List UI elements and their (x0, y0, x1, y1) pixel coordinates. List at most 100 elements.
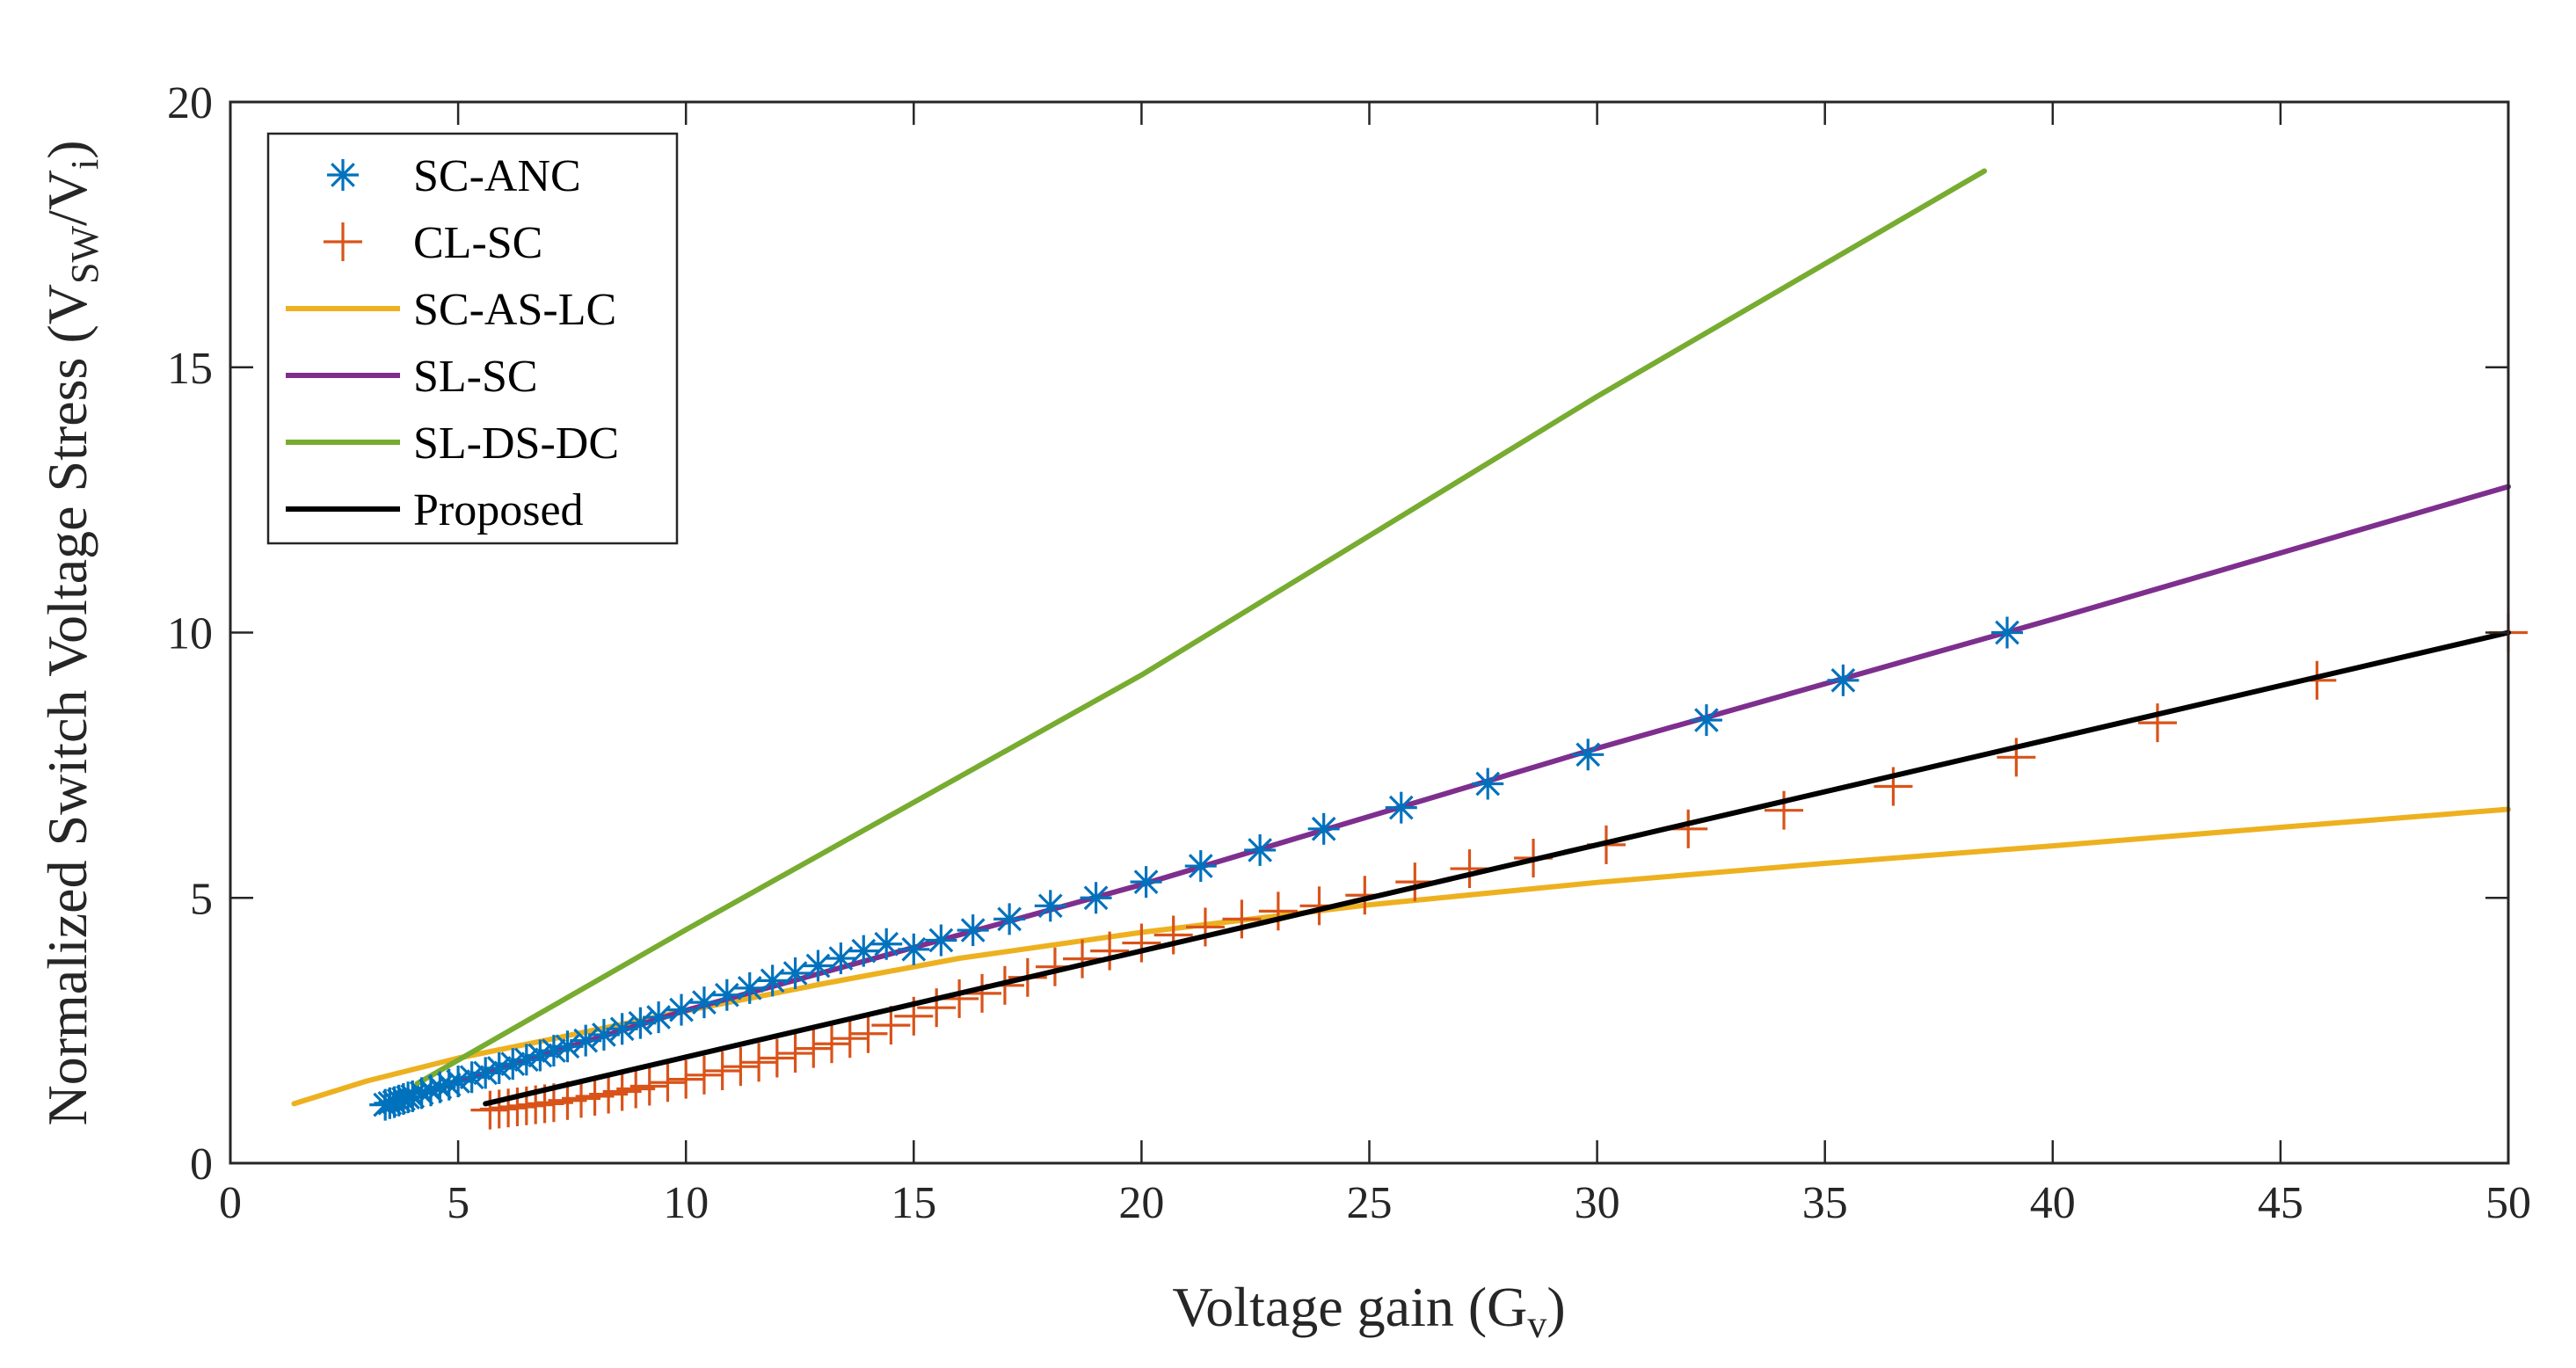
y-tick-label: 15 (167, 344, 213, 394)
data-point (666, 993, 698, 1026)
data-point (1827, 664, 1859, 696)
x-tick-label: 10 (663, 1178, 709, 1228)
data-point (684, 1055, 724, 1095)
series-sc-as-lc (291, 806, 2511, 1107)
x-tick-label: 5 (447, 1178, 469, 1228)
data-point (2137, 703, 2177, 743)
data-point (1997, 738, 2036, 777)
data-point (898, 933, 930, 965)
data-point (1080, 882, 1112, 914)
legend-swatch (324, 222, 362, 261)
data-point (648, 1063, 688, 1102)
data-point (1572, 739, 1605, 771)
x-tick-label: 20 (1118, 1178, 1164, 1228)
data-point (624, 1007, 657, 1039)
y-axis-label-sub2: i (63, 159, 106, 170)
data-point (1034, 890, 1066, 922)
legend-label: SL-SC (413, 352, 538, 402)
y-axis-label: Normalized Switch Voltage Stress (VSW/Vi… (36, 140, 106, 1125)
data-point (1184, 850, 1217, 883)
data-point (830, 1019, 870, 1059)
data-point (993, 903, 1026, 935)
series-sc-anc (369, 616, 2023, 1121)
legend-item-cl-sc: CL-SC (324, 218, 542, 268)
data-point (1450, 849, 1489, 889)
legend-item-sl-sc: SL-SC (286, 352, 538, 402)
data-point (643, 1001, 675, 1034)
data-point (702, 1051, 742, 1090)
data-point (1130, 866, 1162, 899)
data-point (1307, 812, 1340, 845)
data-point (848, 1014, 888, 1053)
legend-label: Proposed (413, 485, 584, 535)
data-point (1990, 616, 2023, 649)
series-proposed (483, 629, 2511, 1107)
data-point (1063, 939, 1102, 979)
data-point (1222, 899, 1262, 939)
data-point (825, 942, 857, 975)
x-tick-label: 15 (891, 1178, 936, 1228)
y-tick-label: 10 (167, 609, 213, 659)
data-point (710, 979, 743, 1011)
data-point (1472, 768, 1504, 800)
data-point (1385, 791, 1417, 824)
series-line-sl-ds-dc (414, 168, 1988, 1087)
y-axis-label-sub: SW (63, 226, 106, 284)
data-point (524, 1039, 557, 1072)
data-point (917, 988, 957, 1028)
legend-item-proposed: Proposed (286, 485, 584, 535)
series-line-sc-as-lc (291, 806, 2511, 1107)
data-point (469, 1057, 502, 1089)
data-point (739, 1043, 779, 1082)
legend: SC-ANC CL-SC SC-AS-LC SL-SC SL-DS-DC Proposed (266, 132, 679, 545)
legend-label: SC-AS-LC (413, 285, 616, 335)
legend-box (266, 132, 679, 545)
legend-swatch (327, 159, 359, 191)
data-point (1258, 891, 1298, 931)
x-tick-label: 35 (1802, 1178, 1848, 1228)
x-tick-label: 30 (1575, 1178, 1620, 1228)
legend-item-sc-anc: SC-ANC (327, 151, 581, 201)
data-point (733, 971, 766, 1004)
data-point (587, 1018, 620, 1051)
x-axis-label-close: ) (1546, 1276, 1565, 1338)
data-point (1122, 923, 1161, 963)
data-point (871, 1006, 911, 1045)
data-point (794, 1029, 833, 1068)
data-point (802, 950, 834, 982)
data-point (688, 986, 720, 1019)
data-point (483, 1051, 515, 1084)
data-point (848, 935, 880, 967)
data-point (666, 1059, 706, 1099)
series-sl-ds-dc (414, 168, 1988, 1087)
data-point (957, 914, 989, 947)
data-point (1090, 931, 1130, 971)
data-point (925, 924, 957, 957)
x-axis-label-main: Voltage gain (G (1172, 1276, 1527, 1338)
x-tick-label: 40 (2030, 1178, 2076, 1228)
data-point (1765, 790, 1804, 830)
legend-label: SC-ANC (413, 151, 581, 201)
series-line-proposed (483, 629, 2511, 1107)
x-axis-label: Voltage gain (Gv) (1172, 1276, 1565, 1346)
y-axis-label-close: ) (36, 140, 98, 158)
data-point (756, 964, 789, 997)
y-tick-label: 0 (190, 1139, 213, 1190)
x-tick-label: 45 (2258, 1178, 2303, 1228)
legend-item-sc-as-lc: SC-AS-LC (286, 285, 616, 335)
legend-item-sl-ds-dc: SL-DS-DC (286, 418, 619, 469)
series-layer (291, 168, 2528, 1130)
data-point (812, 1024, 852, 1064)
data-point (1153, 915, 1193, 955)
data-point (1244, 833, 1277, 866)
data-point (1690, 704, 1722, 737)
data-point (1185, 907, 1225, 947)
x-tick-label: 0 (219, 1178, 242, 1228)
data-point (721, 1047, 760, 1087)
y-axis-label-main: Normalized Switch Voltage Stress (V (36, 284, 98, 1126)
data-point (870, 928, 903, 960)
legend-label: CL-SC (413, 218, 542, 268)
data-point (779, 957, 811, 989)
data-point (775, 1034, 815, 1073)
